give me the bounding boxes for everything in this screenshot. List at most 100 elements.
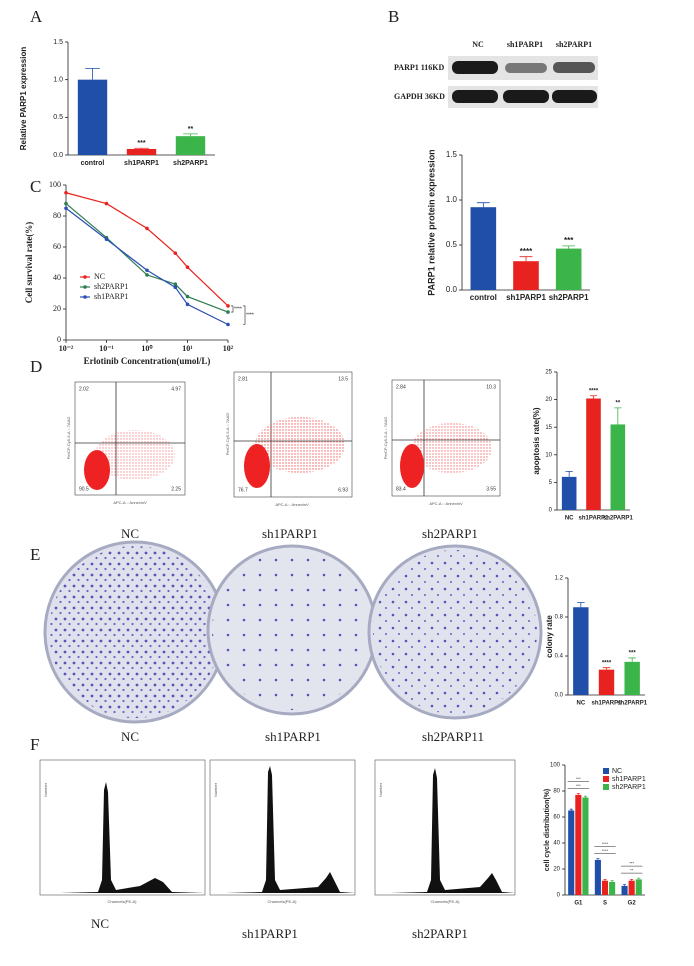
y-axis-label: PARP1 relative protein expression	[426, 149, 436, 295]
legend-label: NC	[612, 768, 622, 775]
bar	[609, 882, 616, 895]
bar	[561, 476, 577, 510]
y-tick-label: 1.0	[446, 195, 458, 204]
plot-frame	[74, 381, 186, 496]
band	[452, 90, 498, 103]
significance-label: ****	[246, 313, 254, 319]
colony-dishes: NC sh1PARP1 sh2PARP11	[43, 540, 543, 744]
data-point	[173, 285, 178, 290]
histogram-peak	[390, 768, 515, 893]
colonies	[49, 546, 221, 718]
significance-label: **	[615, 400, 620, 406]
x-tick-label: sh1PARP1	[124, 160, 159, 167]
colonies	[212, 550, 372, 710]
data-point	[145, 226, 149, 231]
flow-plot: 2.81 13.5 76.7 6.93 APC-A :: AnnexinV Pe…	[225, 371, 353, 541]
x-tick-label: control	[81, 160, 105, 167]
plot-frame	[233, 371, 353, 498]
bar	[601, 880, 609, 895]
error-bar	[183, 133, 198, 137]
band	[503, 90, 549, 103]
legend-marker	[83, 285, 87, 289]
bar	[594, 859, 601, 895]
error-bar	[602, 667, 611, 670]
y-tick-label: 0	[549, 508, 553, 514]
data-point	[145, 273, 149, 277]
significance-label: ****	[602, 660, 612, 666]
x-tick-label: sh2PARP1	[549, 293, 589, 302]
significance-label: ***	[564, 236, 574, 245]
significance-label: **	[188, 126, 194, 133]
error-bar	[603, 879, 607, 881]
x-tick-label: 10¹	[182, 344, 193, 353]
axis-label: APC-A :: AnnexinV	[275, 502, 309, 507]
quadrant-value: 2.81	[238, 376, 248, 382]
caption: sh1PARP1	[265, 729, 321, 744]
y-tick-label: 0.8	[555, 615, 564, 621]
x-tick-label: sh1PARP1	[592, 701, 623, 707]
bar	[513, 261, 539, 290]
flow-plot: 2.02 4.97 90.5 2.25 APC-A :: AnnexinV Pe…	[66, 381, 186, 541]
caption: NC	[91, 916, 109, 931]
cell-cycle-histograms: Channels(PE-A) Number NC Channels(PE-A) …	[39, 759, 516, 941]
y-axis-label: cell cycle distribution(%)	[544, 789, 551, 871]
y-tick-label: 20	[545, 397, 552, 403]
series-line	[65, 192, 229, 307]
significance-label: ****	[234, 306, 242, 312]
axis-label: APC-A :: AnnexinV	[113, 500, 147, 505]
bar	[575, 794, 582, 895]
bar	[568, 810, 575, 895]
bar	[586, 398, 601, 510]
row-label: GAPDH 36KD	[394, 92, 445, 101]
lane-label: NC	[472, 40, 484, 49]
bar	[77, 79, 108, 155]
caption: sh2PARP11	[422, 729, 484, 744]
error-bar	[569, 808, 573, 811]
x-tick-label: control	[470, 293, 497, 302]
error-bar	[628, 657, 637, 662]
x-tick-label: S	[603, 901, 607, 907]
error-bar	[134, 147, 149, 149]
axis-label: Number	[213, 782, 218, 797]
error-bar	[614, 407, 622, 425]
quadrant-value: 90.5	[79, 486, 89, 492]
significance-label: ***	[629, 861, 634, 866]
y-tick-label: 80	[53, 211, 61, 220]
bar	[628, 880, 635, 895]
caption: sh2PARP1	[412, 926, 468, 941]
y-tick-label: 1.5	[446, 150, 458, 159]
data-point	[185, 302, 190, 307]
error-bar	[583, 795, 587, 798]
axis-label: Channels(PE-A)	[108, 899, 138, 904]
quadrant-value: 2.02	[79, 386, 89, 392]
significance-label: ****	[602, 848, 609, 853]
bar	[555, 248, 582, 290]
y-tick-label: 100	[49, 180, 61, 189]
y-tick-label: 5	[549, 480, 553, 486]
x-tick-label: NC	[576, 701, 585, 707]
y-tick-label: 100	[550, 763, 561, 769]
plot-frame	[209, 759, 356, 896]
y-tick-label: 1.2	[555, 576, 564, 582]
y-tick-label: 0	[57, 335, 61, 344]
data-point	[226, 304, 230, 308]
y-tick-label: 10	[545, 452, 552, 458]
error-bar	[519, 256, 533, 262]
quadrant-value: 4.97	[171, 386, 181, 392]
data-point	[185, 294, 190, 299]
x-tick-label: sh2PARP1	[617, 701, 648, 707]
bar	[582, 797, 589, 895]
axis-label: PerCP-Cy5-5-A :: 7AAD	[225, 413, 230, 456]
data-point	[64, 201, 68, 206]
caption: NC	[121, 526, 139, 541]
y-axis-label: apoptosis rate(%)	[532, 407, 541, 474]
y-tick-label: 80	[553, 789, 560, 795]
row-label: PARP1 116KD	[394, 63, 445, 72]
event-cloud	[412, 423, 492, 473]
plot-frame	[39, 759, 206, 896]
x-tick-label: G2	[628, 901, 637, 907]
legend-label: NC	[94, 272, 105, 281]
data-point	[104, 237, 109, 242]
significance-label: **	[630, 868, 634, 873]
data-point	[104, 201, 109, 206]
